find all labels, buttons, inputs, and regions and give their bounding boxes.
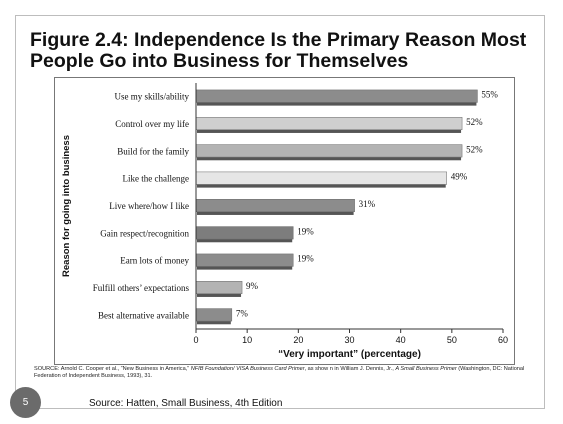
category-label: Best alternative available [98,310,189,320]
chart: Use my skills/ability Control over my lif… [54,77,515,365]
bar [195,253,294,267]
source-prefix: SOURCE: Arnold C. Cooper et al., “New Bu… [34,366,191,372]
y-axis-title: Reason for going into business [61,135,72,277]
bar-shadow [197,157,462,161]
value-label: 19% [297,254,314,264]
x-tick-label: 0 [193,335,198,345]
category-label: Use my skills/ability [114,92,189,102]
source-middle: , as show n in William J. Dennis, Jr., [304,366,396,372]
bar [195,308,233,322]
bar [195,281,243,294]
source-italic-1: NFIB Foundation/ VISA Business Card Prim… [190,366,305,372]
slide-footer: Source: Hatten, Small Business, 4th Edit… [89,398,283,409]
category-labels: Use my skills/ability Control over my lif… [93,92,190,321]
value-label: 55% [481,90,498,100]
x-tick-label: 10 [242,335,252,345]
category-label: Gain respect/recognition [100,228,189,238]
source-italic-2: A Small Business Primer [395,366,457,372]
bar-shadow [197,239,293,243]
x-axis-title: “Very important” (percentage) [278,349,421,360]
bar [195,89,478,103]
value-label: 52% [466,117,483,127]
x-tick-label: 60 [498,335,508,345]
value-label: 52% [466,144,483,154]
bar-shadow [197,184,446,188]
category-label: Live where/how I like [109,201,189,211]
bar-shadow [197,129,462,133]
source-note: SOURCE: Arnold C. Cooper et al., “New Bu… [34,366,539,380]
category-label: Earn lots of money [120,256,189,266]
bar [195,144,463,158]
x-tick-label: 30 [344,335,354,345]
bar [195,171,447,185]
value-labels: 55% 52% 52% 49% 31% 19% 19% 9% 7% [236,90,499,319]
bar [195,117,463,130]
category-label: Control over my life [115,119,189,129]
bar-shadow [197,266,293,270]
x-tick-label: 50 [447,335,457,345]
category-label: Fulfill others’ expectations [93,283,190,293]
bar-chart: Use my skills/ability Control over my lif… [61,83,508,360]
bar-shadow [197,321,231,325]
source-suffix: (Washington, DC: National Federation of … [34,366,525,379]
bar [195,226,294,240]
bar-shadow [197,211,354,215]
x-tick-label: 20 [293,335,303,345]
bars [195,89,478,325]
bar-shadow [197,293,242,297]
slide-number-badge: 5 [10,387,41,418]
value-label: 9% [246,281,258,291]
value-label: 19% [297,226,314,236]
slide-title: Figure 2.4: Independence Is the Primary … [30,29,527,72]
slide-frame [15,15,545,409]
x-tick-label: 40 [396,335,406,345]
value-label: 7% [236,308,249,318]
bar-shadow [197,102,477,106]
value-label: 31% [359,199,376,209]
category-label: Like the challenge [123,174,189,184]
x-ticks: 0 10 20 30 40 50 60 [193,329,508,345]
category-label: Build for the family [117,146,189,156]
value-label: 49% [451,172,468,182]
bar [195,199,355,212]
